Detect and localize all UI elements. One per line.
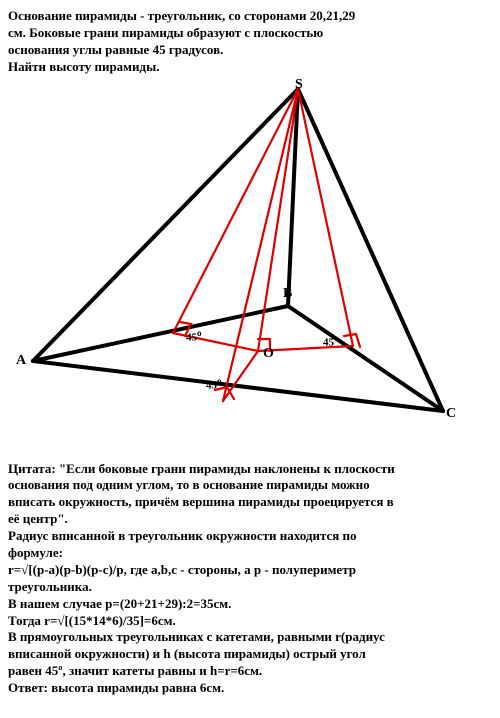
- solution: Цитата: "Если боковые грани пирамиды нак…: [8, 461, 492, 697]
- quote-line: её центр".: [8, 511, 492, 528]
- quote-line: основания под одним углом, то в основани…: [8, 477, 492, 494]
- calc-line: вписанной окружности) и h (высота пирами…: [8, 646, 492, 663]
- formula-line: формуле:: [8, 545, 492, 562]
- label-S: S: [295, 77, 303, 93]
- problem-line: основания углы равные 45 градусов.: [8, 42, 492, 59]
- calc-line: В нашем случае p=(20+21+29):2=35см.: [8, 596, 492, 613]
- problem-line: см. Боковые грани пирамиды образуют с пл…: [8, 25, 492, 42]
- angle-45-AC: 45o: [206, 376, 222, 392]
- problem-statement: Основание пирамиды - треугольник, со сто…: [8, 8, 492, 76]
- label-B: B: [283, 286, 292, 302]
- label-C: C: [446, 406, 456, 422]
- problem-line: Основание пирамиды - треугольник, со сто…: [8, 8, 492, 25]
- calc-line: равен 45º, значит катеты равны и h=r=6см…: [8, 663, 492, 680]
- diagram-svg: [8, 81, 492, 461]
- formula-line: r=√[(p-a)(p-b)(p-c)/p, где a,b,c - сторо…: [8, 562, 492, 579]
- formula-line: Радиус вписанной в треугольник окружност…: [8, 528, 492, 545]
- calc-line: Тогда r=√[(15*14*6)/35]=6см.: [8, 613, 492, 630]
- formula-line: треугольника.: [8, 579, 492, 596]
- angle-45-BC: 45o: [323, 333, 339, 349]
- quote-line: Цитата: "Если боковые грани пирамиды нак…: [8, 461, 492, 478]
- calc-line: В прямоугольных треугольниках с катетами…: [8, 629, 492, 646]
- problem-line: Найти высоту пирамиды.: [8, 59, 492, 76]
- label-A: A: [16, 353, 26, 369]
- pyramid-diagram: S A B C O 45o 45o 45o: [8, 81, 492, 461]
- angle-45-AB: 45o: [186, 328, 202, 344]
- answer-line: Ответ: высота пирамиды равна 6см.: [8, 680, 492, 697]
- quote-line: вписать окружность, причём вершина пирам…: [8, 494, 492, 511]
- label-O: O: [263, 346, 274, 362]
